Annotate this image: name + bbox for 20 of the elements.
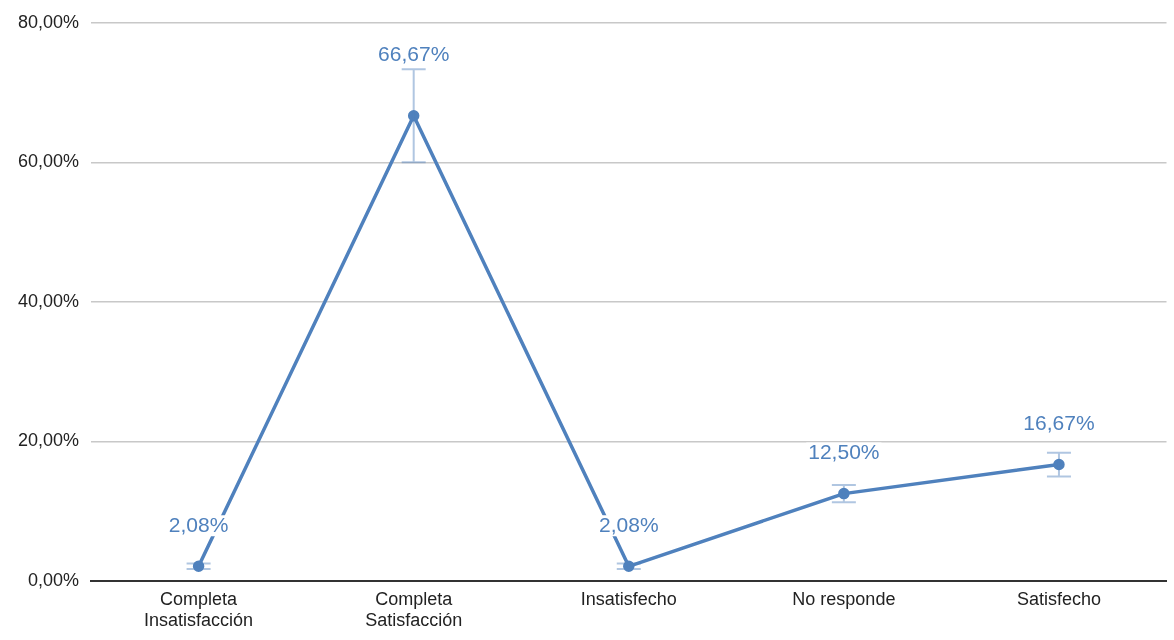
y-tick-label: 80,00% (17, 11, 80, 32)
y-tick-label: 60,00% (17, 151, 80, 172)
x-tick-label: No responde (792, 588, 896, 609)
point (192, 560, 205, 573)
x-tick-label: Insatisfecho (580, 588, 677, 609)
point (407, 110, 420, 122)
y-tick-label: 20,00% (17, 430, 80, 451)
x-tick-label: Completa Satisfacción (365, 588, 463, 631)
data-label: 2,08% (599, 512, 659, 536)
data-label: 16,67% (1023, 410, 1095, 434)
point (623, 560, 635, 573)
x-tick-label: Completa Insatisfacción (144, 588, 254, 631)
y-tick-label: 40,00% (17, 290, 80, 311)
point (838, 487, 850, 500)
data-label: 66,67% (378, 41, 450, 65)
data-label: 2,08% (168, 512, 229, 536)
data-label: 12,50% (808, 439, 880, 463)
y-tick-label: 0,00% (28, 569, 80, 590)
x-tick-label: Satisfecho (1016, 588, 1101, 609)
point (1053, 458, 1065, 471)
